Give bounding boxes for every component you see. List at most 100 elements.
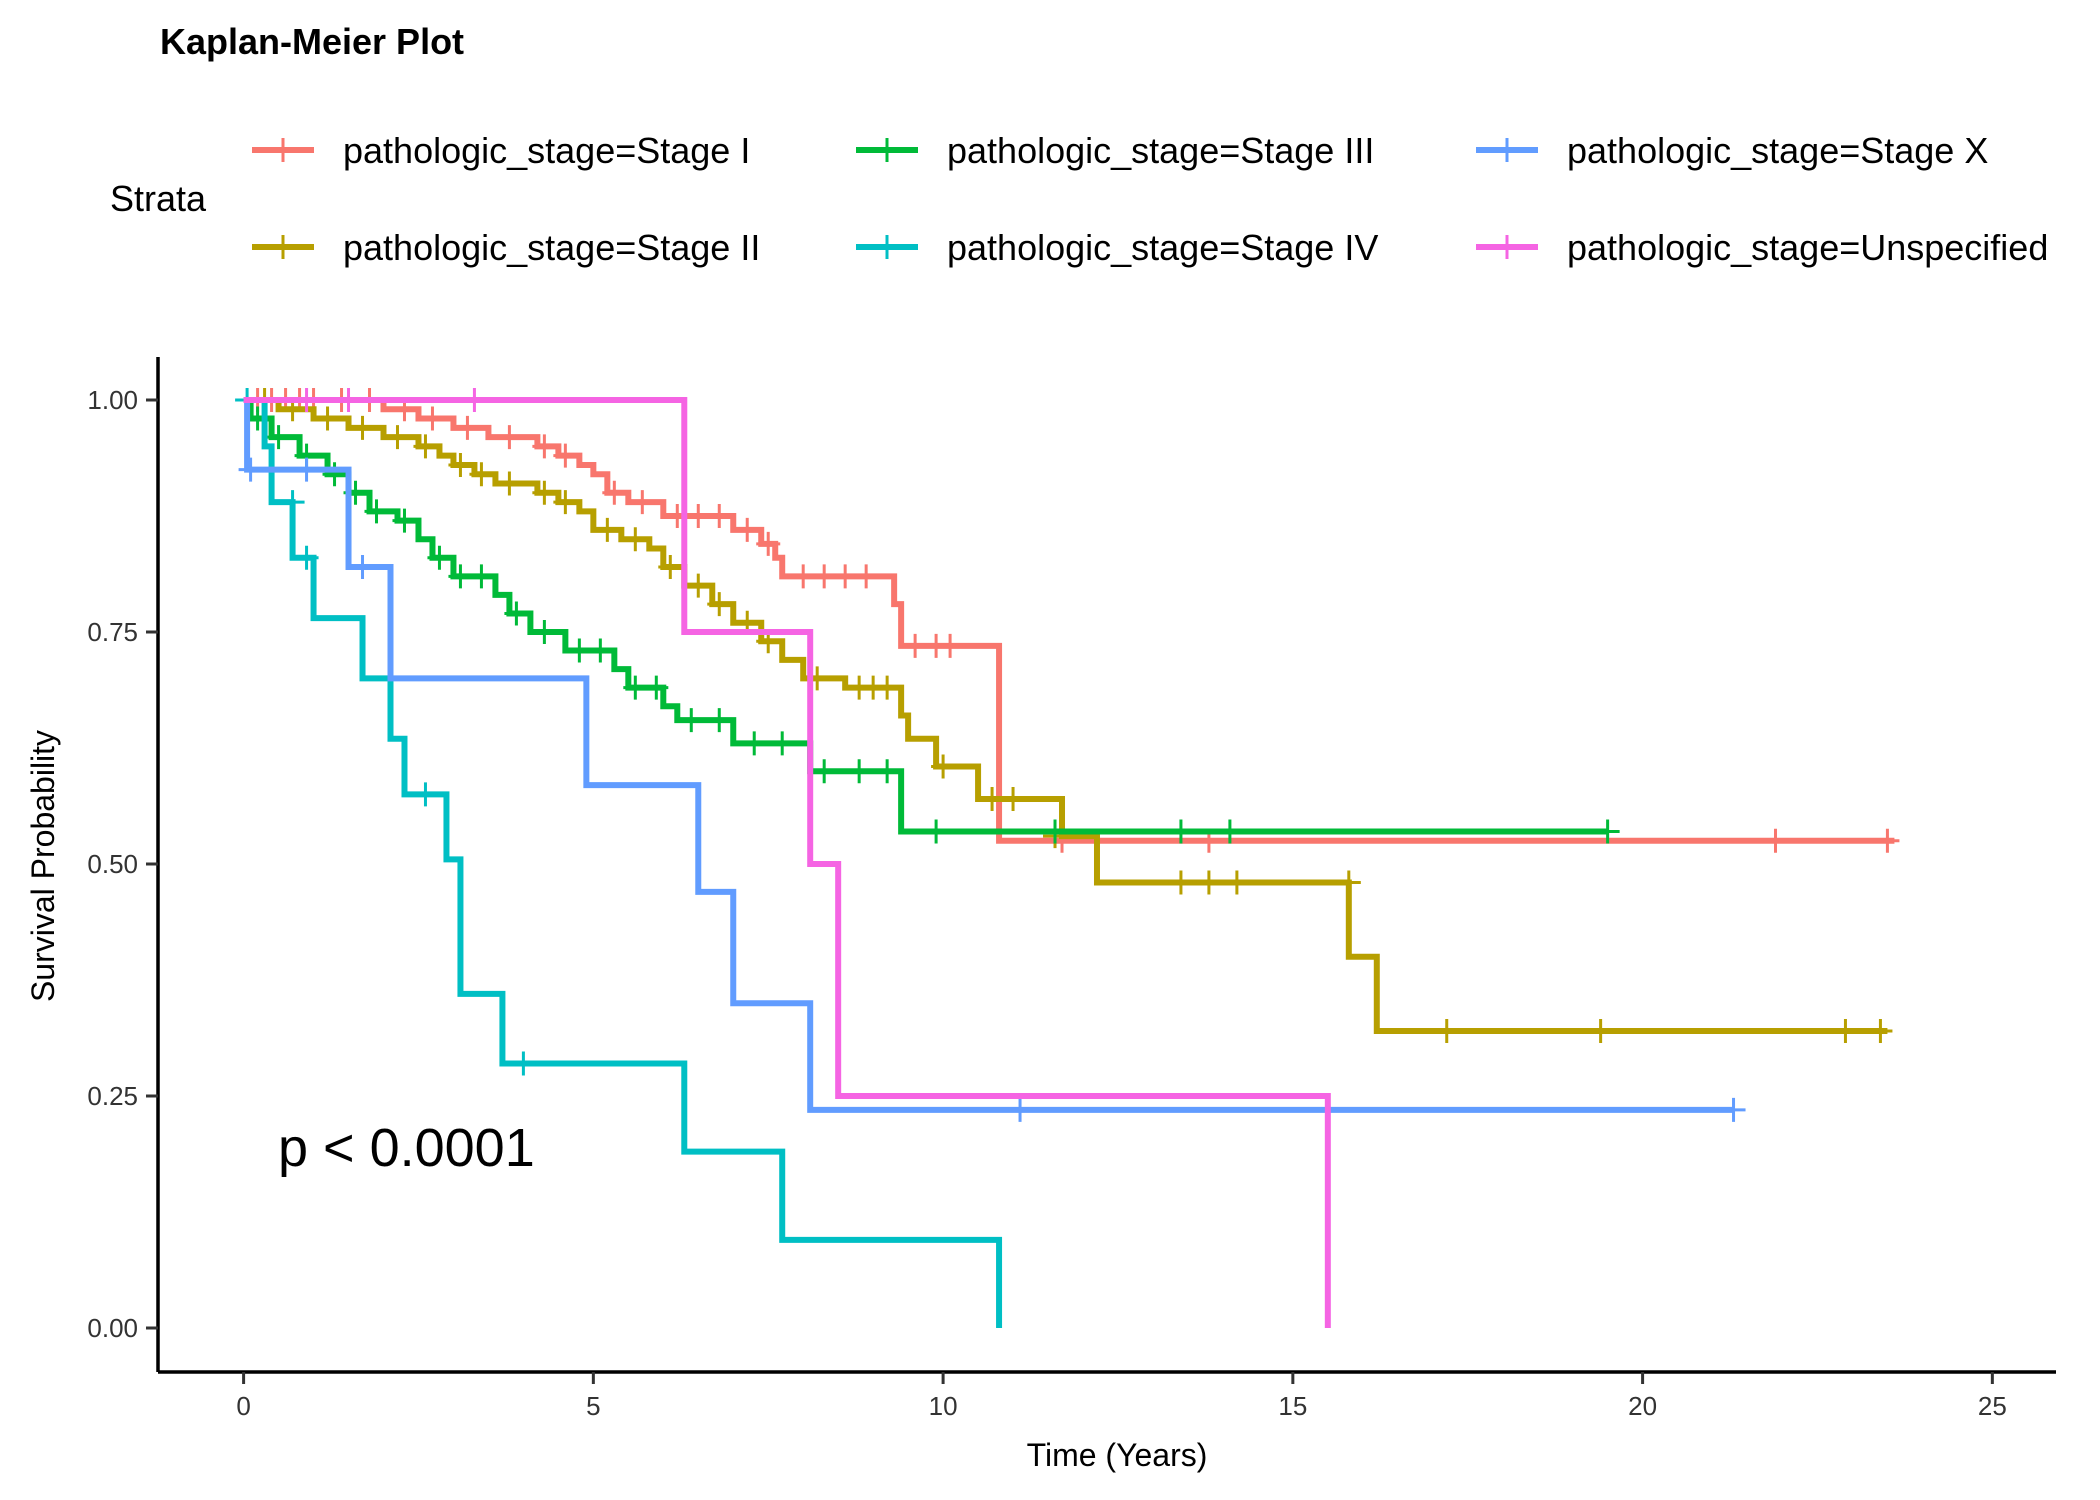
censor-mark xyxy=(812,759,837,784)
y-tick-label: 0.75 xyxy=(87,617,138,647)
legend-label: pathologic_stage=Stage X xyxy=(1567,130,1988,171)
legend-item: pathologic_stage=Stage IV xyxy=(856,227,1378,268)
legend-item: pathologic_stage=Unspecified xyxy=(1476,227,2048,268)
censor-mark xyxy=(1001,787,1026,812)
legend-item: pathologic_stage=Stage II xyxy=(252,227,760,268)
censor-mark xyxy=(1434,1019,1459,1044)
x-ticks: 0 5 10 15 20 25 xyxy=(236,1372,2007,1421)
y-tick-label: 0.25 xyxy=(87,1081,138,1111)
censor-mark xyxy=(1008,1097,1033,1122)
legend-label: pathologic_stage=Unspecified xyxy=(1567,227,2048,268)
censor-mark xyxy=(385,425,410,450)
censor-mark xyxy=(532,480,557,505)
censor-mark xyxy=(462,388,487,412)
censor-mark xyxy=(756,531,781,556)
censor-mark xyxy=(350,555,375,580)
censor-mark xyxy=(679,708,704,733)
censor-mark xyxy=(532,620,557,644)
survival-curves xyxy=(235,388,1900,1328)
censor-mark xyxy=(1868,1019,1893,1044)
censor-mark xyxy=(497,425,522,450)
censor-mark xyxy=(742,731,767,756)
censor-mark xyxy=(875,759,900,784)
censor-mark xyxy=(1833,1019,1858,1044)
censor-mark xyxy=(707,592,732,617)
curve-unspecified xyxy=(243,397,1331,1328)
censor-mark xyxy=(392,508,417,533)
censor-mark xyxy=(833,564,858,589)
censor-mark xyxy=(294,457,319,482)
p-value-annotation: p < 0.0001 xyxy=(278,1118,535,1178)
censor-mark xyxy=(1595,819,1620,844)
censor-mark xyxy=(413,782,438,807)
censor-mark xyxy=(623,675,648,700)
censor-mark xyxy=(322,462,347,487)
censor-mark xyxy=(294,388,319,412)
censor-mark xyxy=(644,675,669,700)
censor-mark xyxy=(511,1051,536,1076)
censor-mark xyxy=(364,499,389,524)
censor-mark xyxy=(980,787,1005,812)
curve-stage-x xyxy=(243,397,1734,1113)
censor-mark xyxy=(1043,819,1068,844)
censor-mark xyxy=(553,490,578,515)
censor-mark xyxy=(595,517,620,542)
legend-label: pathologic_stage=Stage IV xyxy=(947,227,1378,268)
y-tick-label: 1.00 xyxy=(87,385,138,415)
censor-mark xyxy=(686,573,711,598)
curve-stage-iii xyxy=(243,397,1608,835)
censor-mark xyxy=(623,527,648,552)
y-tick-label: 0.50 xyxy=(87,849,138,879)
censor-mark xyxy=(924,819,949,844)
censor-mark xyxy=(1217,819,1242,844)
censor-mark xyxy=(497,471,522,496)
censor-mark xyxy=(567,638,592,663)
x-tick-label: 25 xyxy=(1978,1391,2007,1421)
x-tick-label: 15 xyxy=(1278,1391,1307,1421)
y-tick-label: 0.00 xyxy=(87,1313,138,1343)
censor-mark xyxy=(735,517,760,542)
legend-item: pathologic_stage=Stage I xyxy=(252,130,750,171)
curve-stage-ii xyxy=(243,397,1888,1035)
censor-mark xyxy=(1196,870,1221,895)
x-tick-label: 0 xyxy=(236,1391,250,1421)
x-axis-title: Time (Years) xyxy=(1027,1437,1208,1473)
censor-mark xyxy=(420,406,445,431)
censor-mark xyxy=(602,480,627,505)
censor-mark xyxy=(315,406,340,431)
censor-mark xyxy=(238,457,263,482)
censor-mark xyxy=(707,504,732,528)
legend-item: pathologic_stage=Stage X xyxy=(1476,130,1988,171)
censor-mark xyxy=(875,675,900,700)
legend-item: pathologic_stage=Stage III xyxy=(856,130,1374,171)
censor-mark xyxy=(336,388,361,412)
censor-mark xyxy=(903,633,928,658)
curve-stage-i xyxy=(243,397,1895,844)
censor-mark xyxy=(847,759,872,784)
censor-mark xyxy=(280,490,305,515)
censor-mark xyxy=(469,462,494,487)
censor-mark xyxy=(448,564,473,589)
censor-mark xyxy=(791,564,816,589)
censor-mark xyxy=(658,555,683,580)
censor-mark xyxy=(1763,828,1788,853)
legend: pathologic_stage=Stage I pathologic_stage… xyxy=(252,130,2048,268)
censor-mark xyxy=(413,434,438,459)
censor-mark xyxy=(931,754,956,779)
censor-mark xyxy=(469,564,494,589)
censor-mark xyxy=(553,443,578,468)
censor-mark xyxy=(1168,819,1193,844)
censor-mark xyxy=(588,638,613,663)
x-tick-label: 20 xyxy=(1628,1391,1657,1421)
censor-mark xyxy=(1224,870,1249,895)
censor-mark xyxy=(938,633,963,658)
censor-mark xyxy=(266,425,291,450)
censor-mark xyxy=(686,504,711,528)
censor-mark xyxy=(854,564,879,589)
legend-label: pathologic_stage=Stage III xyxy=(947,130,1374,171)
censor-mark xyxy=(455,415,480,440)
censor-mark xyxy=(532,434,557,459)
x-tick-label: 5 xyxy=(586,1391,600,1421)
censor-mark xyxy=(812,564,837,589)
